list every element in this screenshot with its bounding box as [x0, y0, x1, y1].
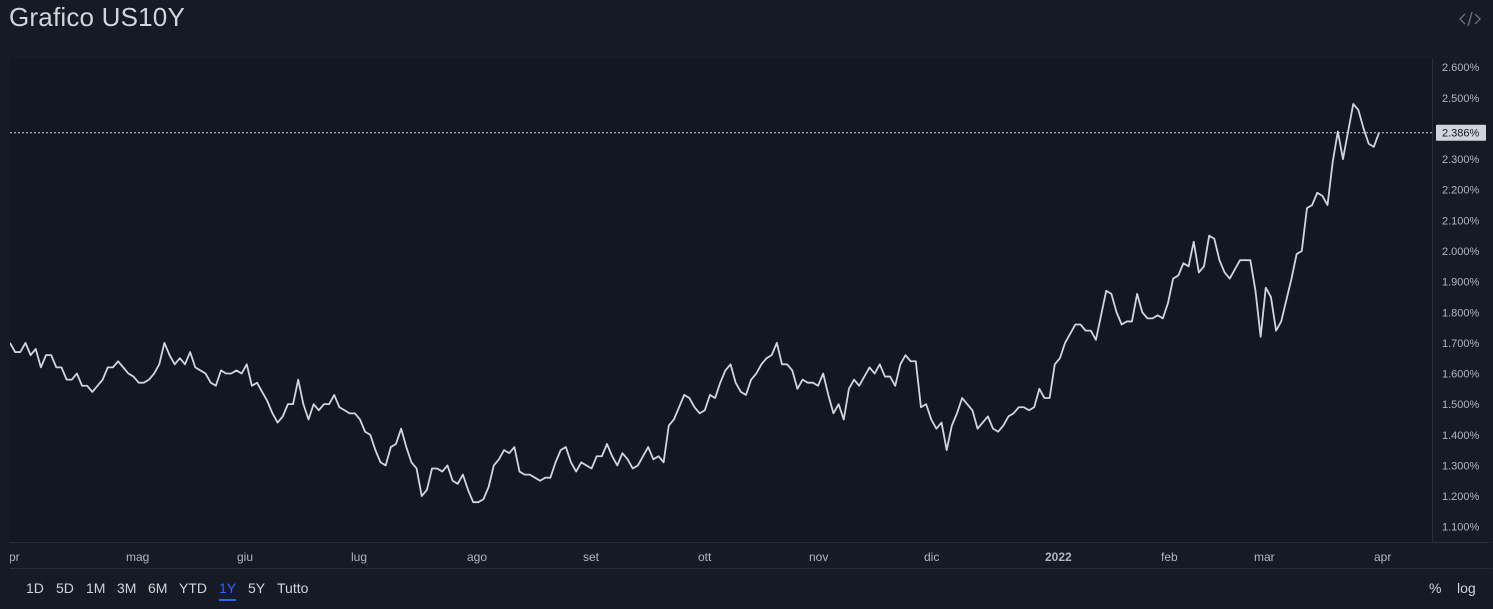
y-tick-label: 1.500%	[1442, 399, 1480, 411]
code-brackets-icon[interactable]	[1459, 10, 1481, 28]
y-tick-label: 1.900%	[1442, 277, 1480, 289]
x-tick-label: pr	[10, 550, 20, 564]
last-price-badge	[1436, 124, 1486, 141]
y-tick-label: 2.600%	[1442, 62, 1480, 74]
y-tick-label: 1.200%	[1442, 491, 1480, 503]
y-tick-label: 2.300%	[1442, 154, 1480, 166]
x-tick-label: ago	[467, 550, 487, 564]
plot-background	[10, 58, 1432, 542]
x-tick-label: feb	[1161, 550, 1178, 564]
range-button-3m[interactable]: 3M	[117, 580, 137, 596]
chart-area[interactable]: 2.600%2.500%2.400%2.300%2.200%2.100%2.00…	[10, 58, 1492, 568]
x-tick-label: ott	[698, 550, 712, 564]
y-tick-label: 1.400%	[1442, 430, 1480, 442]
percent-scale-button[interactable]: %	[1429, 580, 1442, 596]
y-tick-label: 1.800%	[1442, 307, 1480, 319]
y-tick-label: 1.600%	[1442, 369, 1480, 381]
y-tick-label: 2.100%	[1442, 215, 1480, 227]
y-tick-label: 2.000%	[1442, 246, 1480, 258]
x-tick-label: 2022	[1045, 550, 1072, 564]
x-tick-label: apr	[1374, 550, 1391, 564]
range-button-ytd[interactable]: YTD	[179, 580, 207, 596]
range-button-1m[interactable]: 1M	[86, 580, 106, 596]
y-tick-label: 1.300%	[1442, 460, 1480, 472]
x-tick-label: giu	[237, 550, 253, 564]
y-tick-label: 1.700%	[1442, 338, 1480, 350]
range-button-1d[interactable]: 1D	[26, 580, 44, 596]
x-tick-label: mag	[126, 550, 149, 564]
range-button-5y[interactable]: 5Y	[248, 580, 266, 596]
y-tick-label: 2.200%	[1442, 185, 1480, 197]
x-tick-label: mar	[1254, 550, 1275, 564]
x-tick-label: dic	[924, 550, 939, 564]
y-tick-label: 1.100%	[1442, 522, 1480, 534]
range-button-1y[interactable]: 1Y	[219, 580, 237, 601]
x-tick-label: set	[583, 550, 600, 564]
range-button-tutto[interactable]: Tutto	[277, 580, 309, 596]
last-price-label: 2.386%	[1442, 128, 1480, 140]
range-button-6m[interactable]: 6M	[148, 580, 168, 596]
bottom-toolbar: 1D 5D 1M 3M 6M YTD 1Y 5Y Tutto % log	[10, 568, 1492, 609]
series-line	[10, 103, 1380, 504]
x-tick-label: lug	[351, 550, 367, 564]
range-button-5d[interactable]: 5D	[56, 580, 74, 596]
page-title: Grafico US10Y	[9, 2, 186, 32]
line-chart[interactable]: 2.600%2.500%2.400%2.300%2.200%2.100%2.00…	[10, 58, 1492, 568]
y-tick-label: 2.500%	[1442, 93, 1480, 105]
log-scale-button[interactable]: log	[1457, 580, 1476, 596]
x-tick-label: nov	[809, 550, 828, 564]
